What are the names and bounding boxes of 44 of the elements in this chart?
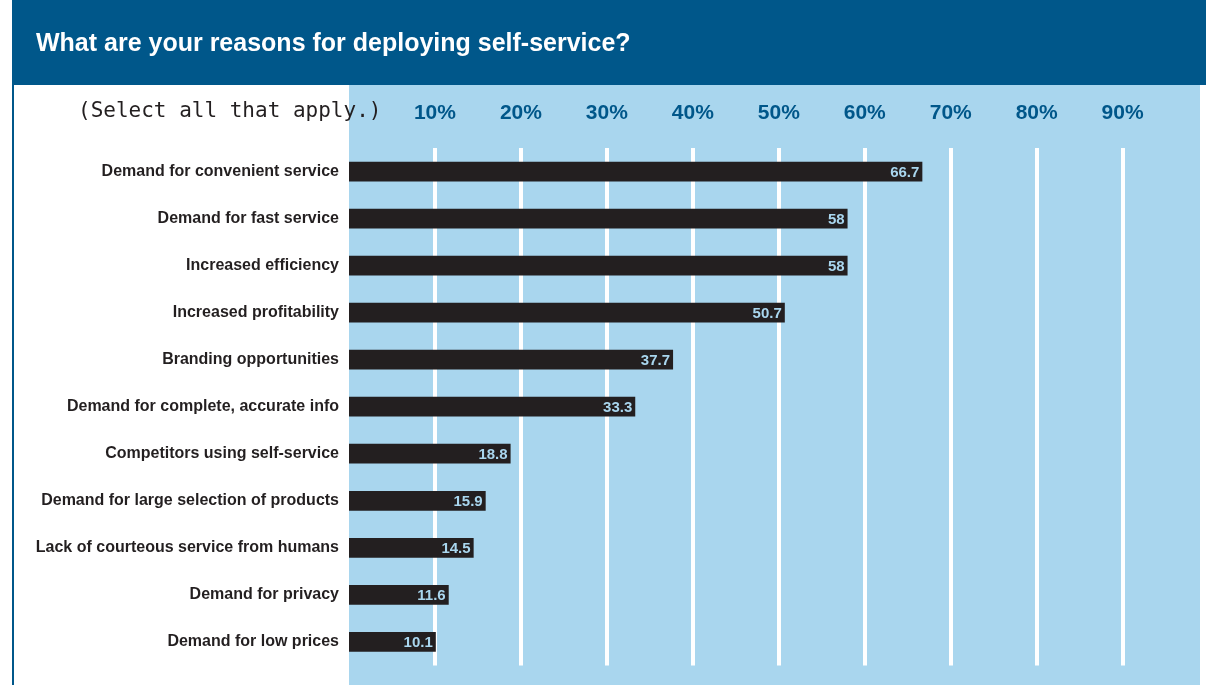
bar [349, 161, 923, 182]
data-label: 15.9 [453, 491, 483, 509]
data-label: 66.7 [890, 162, 920, 180]
x-tick-label: 40% [671, 100, 715, 124]
y-tick-label: Demand for convenient service [101, 161, 340, 179]
bar [349, 255, 848, 276]
x-tick-label: 70% [929, 100, 973, 124]
data-label: 14.5 [441, 538, 471, 556]
bar [349, 584, 449, 605]
bar [349, 537, 474, 558]
y-tick-label: Demand for large selection of products [41, 491, 340, 509]
y-tick-label: Demand for complete, accurate info [66, 397, 340, 415]
x-tick-label: 20% [499, 100, 543, 124]
x-tick-label: 90% [1101, 100, 1144, 124]
data-label: 50.7 [752, 303, 782, 321]
x-tick-label: 30% [585, 100, 629, 124]
bar [349, 443, 511, 464]
x-tick-label: 60% [843, 100, 887, 124]
data-label: 37.7 [640, 350, 671, 368]
bar [349, 396, 636, 417]
data-label: 58 [827, 256, 845, 274]
data-label: 10.1 [403, 633, 433, 651]
bar [349, 490, 486, 511]
bar [349, 208, 848, 229]
y-tick-label: Branding opportunities [162, 350, 340, 368]
bar [349, 349, 674, 370]
data-label: 11.6 [417, 585, 446, 603]
data-label: 18.8 [478, 444, 508, 462]
data-label: 58 [827, 209, 845, 227]
y-tick-label: Demand for privacy [189, 585, 340, 603]
y-tick-label: Demand for fast service [157, 208, 340, 226]
y-tick-label: Competitors using self-service [105, 444, 340, 462]
chart-subtitle: (Select all that apply.) [78, 98, 382, 122]
y-tick-label: Increased efficiency [186, 256, 340, 273]
bar [349, 632, 436, 652]
y-tick-label: Increased profitability [172, 303, 340, 321]
data-label: 33.3 [603, 397, 633, 415]
x-tick-label: 80% [1015, 100, 1059, 124]
x-tick-label: 10% [413, 100, 457, 124]
chart-title: What are your reasons for deploying self-service? [12, 0, 1206, 85]
y-tick-label: Demand for low prices [167, 632, 340, 650]
y-tick-label: Lack of courteous service from humans [35, 538, 340, 556]
x-tick-label: 50% [757, 100, 801, 124]
bar [349, 302, 785, 323]
